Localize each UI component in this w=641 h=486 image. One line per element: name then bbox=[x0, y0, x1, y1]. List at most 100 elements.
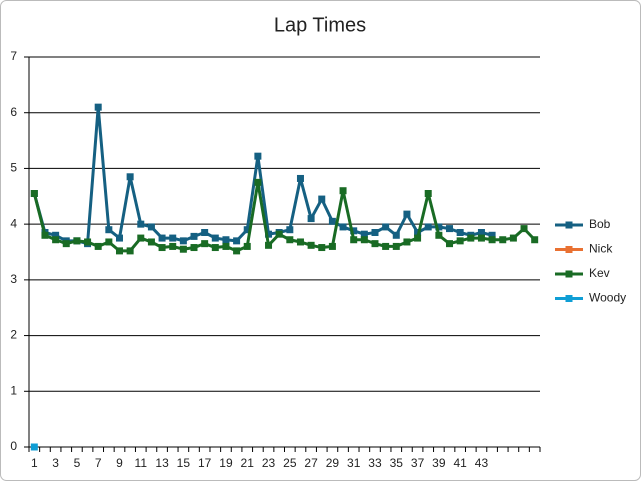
point bbox=[435, 231, 443, 239]
legend-label: Woody bbox=[589, 291, 626, 305]
point bbox=[233, 247, 241, 255]
point bbox=[158, 244, 166, 252]
point bbox=[211, 244, 219, 252]
point bbox=[137, 220, 145, 228]
point bbox=[339, 187, 347, 195]
point bbox=[147, 223, 155, 231]
point bbox=[520, 225, 528, 233]
point bbox=[105, 226, 113, 234]
point bbox=[360, 230, 368, 238]
point bbox=[424, 223, 432, 231]
point bbox=[126, 247, 134, 255]
point bbox=[360, 236, 368, 244]
y-tick-label: 4 bbox=[10, 216, 17, 230]
point bbox=[190, 232, 198, 240]
x-tick-label: 43 bbox=[475, 456, 489, 470]
x-tick-label: 7 bbox=[95, 456, 102, 470]
x-tick-label: 27 bbox=[304, 456, 318, 470]
y-tick-label: 7 bbox=[10, 49, 17, 63]
y-tick-label: 1 bbox=[10, 383, 17, 397]
legend-marker bbox=[565, 270, 573, 278]
point bbox=[392, 231, 400, 239]
x-tick-label: 41 bbox=[453, 456, 467, 470]
point bbox=[243, 226, 251, 234]
point bbox=[275, 230, 283, 238]
point bbox=[456, 229, 464, 236]
point bbox=[201, 240, 209, 248]
legend-label: Kev bbox=[589, 266, 610, 280]
point bbox=[307, 241, 315, 249]
point bbox=[41, 231, 49, 239]
y-tick-label: 0 bbox=[10, 439, 17, 453]
legend-label: Bob bbox=[589, 217, 611, 231]
x-tick-label: 17 bbox=[198, 456, 212, 470]
x-tick-label: 11 bbox=[135, 456, 148, 470]
point bbox=[73, 237, 81, 245]
x-tick-label: 35 bbox=[390, 456, 404, 470]
legend-marker bbox=[565, 246, 573, 253]
legend-marker bbox=[565, 295, 573, 302]
x-tick-label: 33 bbox=[368, 456, 382, 470]
x-tick-label: 29 bbox=[326, 456, 340, 470]
point bbox=[424, 190, 432, 197]
point bbox=[339, 223, 347, 231]
point bbox=[435, 223, 443, 231]
point bbox=[179, 237, 187, 245]
x-tick-label: 13 bbox=[155, 456, 169, 470]
point bbox=[115, 234, 123, 242]
point bbox=[296, 238, 304, 246]
point bbox=[371, 240, 379, 248]
y-tick-label: 2 bbox=[10, 328, 17, 342]
point bbox=[318, 244, 326, 252]
point bbox=[169, 242, 177, 250]
point bbox=[94, 103, 102, 111]
point bbox=[222, 236, 230, 244]
point bbox=[456, 237, 464, 245]
point bbox=[488, 236, 496, 244]
legend-marker bbox=[565, 221, 573, 229]
point bbox=[446, 240, 454, 248]
point bbox=[382, 223, 390, 231]
point bbox=[52, 236, 60, 244]
y-tick-label: 3 bbox=[10, 272, 17, 286]
point bbox=[286, 236, 294, 244]
x-tick-label: 39 bbox=[432, 456, 446, 470]
point bbox=[243, 242, 251, 250]
point bbox=[488, 231, 496, 239]
x-tick-label: 3 bbox=[52, 456, 59, 470]
point bbox=[190, 244, 198, 252]
point bbox=[446, 225, 454, 233]
point bbox=[350, 227, 358, 235]
legend-label: Nick bbox=[589, 242, 613, 256]
point bbox=[211, 234, 219, 242]
point bbox=[477, 229, 485, 236]
x-tick-label: 5 bbox=[74, 456, 81, 470]
point bbox=[254, 152, 262, 160]
point bbox=[509, 234, 517, 242]
x-tick-label: 23 bbox=[262, 456, 276, 470]
point bbox=[403, 238, 411, 246]
y-tick-label: 5 bbox=[10, 161, 17, 175]
x-tick-label: 25 bbox=[283, 456, 297, 470]
point bbox=[531, 236, 539, 244]
point bbox=[94, 242, 102, 250]
point bbox=[265, 230, 273, 238]
point bbox=[499, 236, 507, 244]
x-tick-label: 21 bbox=[241, 456, 255, 470]
point bbox=[328, 242, 336, 250]
chart-title: Lap Times bbox=[274, 14, 366, 36]
y-tick-label: 6 bbox=[10, 105, 17, 119]
point bbox=[115, 247, 123, 255]
x-tick-label: 1 bbox=[31, 456, 38, 470]
point bbox=[328, 217, 336, 225]
point bbox=[62, 240, 70, 248]
point bbox=[477, 234, 485, 242]
point bbox=[265, 241, 273, 249]
point bbox=[254, 178, 262, 186]
point bbox=[371, 229, 379, 236]
point bbox=[382, 242, 390, 250]
point bbox=[414, 234, 422, 242]
point bbox=[158, 234, 166, 242]
